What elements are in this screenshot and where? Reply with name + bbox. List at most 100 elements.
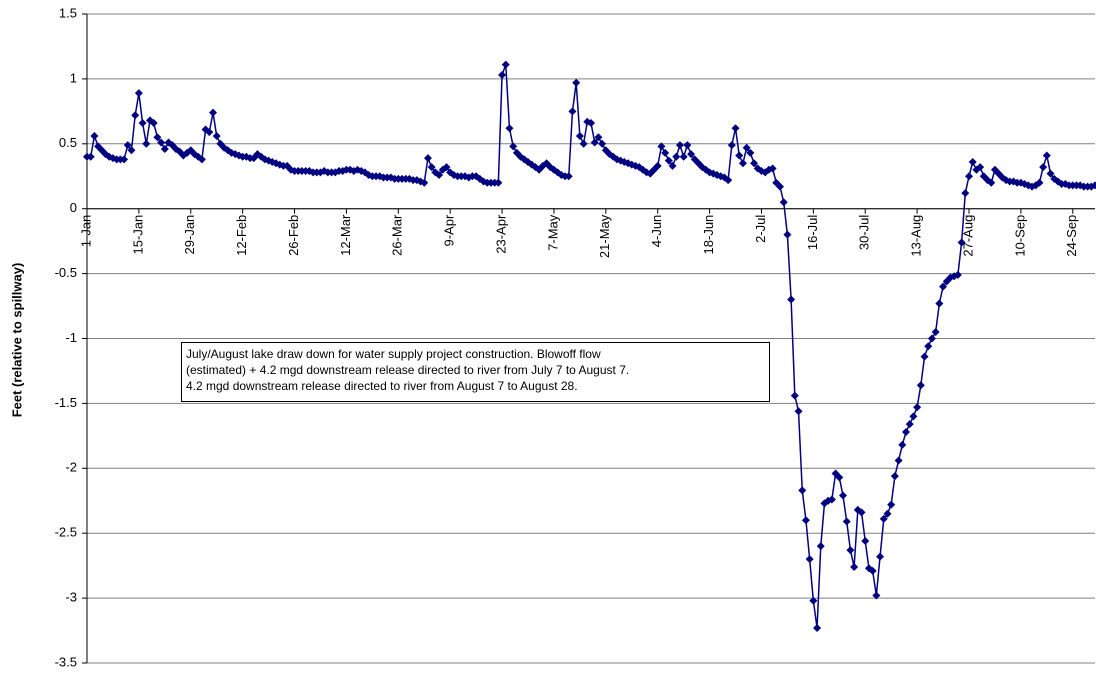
x-tick-label: 27-Aug	[960, 215, 975, 257]
x-tick-label: 23-Apr	[493, 214, 508, 254]
x-tick-label: 21-May	[597, 214, 612, 258]
x-tick-label: 29-Jan	[182, 215, 197, 255]
data-point	[498, 71, 507, 80]
data-point	[675, 141, 684, 150]
x-tick-label: 2-Jul	[753, 215, 768, 243]
data-point	[594, 133, 603, 142]
data-point	[735, 151, 744, 160]
y-tick-label: -0.5	[55, 265, 77, 280]
y-tick-label: -2	[65, 460, 77, 475]
data-point	[1039, 163, 1048, 172]
data-point	[427, 163, 436, 172]
data-point	[894, 456, 903, 465]
data-point	[927, 334, 936, 343]
y-tick-label: -3	[65, 590, 77, 605]
data-point	[442, 163, 451, 172]
x-tick-label: 9-Apr	[442, 214, 457, 246]
data-point	[423, 154, 432, 163]
data-point	[842, 517, 851, 526]
data-point	[127, 146, 136, 155]
data-point	[657, 142, 666, 151]
y-tick-label: -3.5	[55, 654, 77, 669]
data-point	[435, 170, 444, 179]
data-point	[661, 148, 670, 157]
x-tick-label: 15-Jan	[130, 215, 145, 255]
data-point	[494, 178, 503, 187]
data-point	[868, 566, 877, 575]
data-point	[142, 139, 151, 148]
data-point	[672, 152, 681, 161]
data-point	[776, 182, 784, 191]
data-point	[839, 491, 847, 500]
data-point	[905, 420, 914, 429]
data-point	[790, 391, 799, 400]
data-point	[935, 299, 944, 308]
data-point	[160, 144, 169, 153]
data-point	[835, 473, 844, 482]
data-point	[746, 148, 755, 157]
data-point	[953, 270, 962, 279]
data-point	[209, 108, 217, 117]
data-point	[924, 342, 933, 351]
data-point	[134, 89, 143, 98]
x-tick-label: 24-Sep	[1064, 215, 1079, 257]
data-point	[798, 486, 807, 495]
data-point	[965, 172, 973, 181]
data-point	[731, 124, 740, 133]
data-point	[149, 119, 158, 128]
x-tick-label: 12-Feb	[234, 215, 249, 256]
x-tick-label: 4-Jun	[649, 215, 664, 248]
x-tick-label: 10-Sep	[1012, 215, 1027, 257]
x-tick-label: 13-Aug	[909, 215, 924, 257]
data-point	[768, 164, 777, 173]
data-point	[687, 150, 696, 159]
data-point	[86, 152, 95, 161]
y-tick-label: -1	[65, 330, 77, 345]
data-point	[987, 178, 996, 187]
data-point	[913, 403, 922, 412]
data-point	[157, 138, 166, 147]
y-tick-label: 1	[70, 70, 77, 85]
data-point	[1091, 181, 1096, 190]
data-point	[890, 472, 899, 481]
data-point	[572, 78, 581, 87]
data-point	[879, 514, 888, 523]
data-point	[750, 159, 759, 168]
data-point	[909, 412, 918, 421]
data-point	[783, 230, 792, 239]
data-point	[727, 141, 736, 150]
data-point	[1035, 178, 1044, 187]
data-point	[976, 163, 985, 172]
data-point	[861, 536, 870, 545]
data-point	[887, 500, 896, 509]
data-point	[1042, 151, 1051, 160]
data-point	[827, 495, 836, 504]
data-point	[939, 282, 948, 291]
data-point	[564, 172, 573, 181]
data-point	[212, 132, 221, 141]
data-point	[598, 139, 607, 148]
x-tick-label: 7-May	[545, 214, 560, 251]
data-point	[683, 141, 692, 150]
data-point	[120, 155, 129, 164]
data-point	[920, 352, 929, 361]
data-point	[420, 178, 429, 187]
annotation-line: (estimated) + 4.2 mgd downstream release…	[186, 363, 630, 377]
y-tick-label: -1.5	[55, 395, 77, 410]
x-tick-label: 1-Jan	[78, 215, 93, 248]
data-point	[794, 407, 803, 416]
data-point	[902, 427, 910, 436]
data-point	[738, 159, 747, 168]
data-point	[590, 138, 599, 147]
data-point	[579, 139, 588, 148]
y-tick-label: -2.5	[55, 525, 77, 540]
y-tick-label: 1.5	[59, 5, 77, 20]
data-point	[813, 623, 822, 632]
data-point	[509, 142, 518, 151]
data-point	[587, 119, 595, 128]
data-point	[505, 124, 514, 133]
annotation-line: July/August lake draw down for water sup…	[186, 347, 601, 361]
data-point	[1046, 169, 1055, 178]
data-point	[872, 591, 881, 600]
